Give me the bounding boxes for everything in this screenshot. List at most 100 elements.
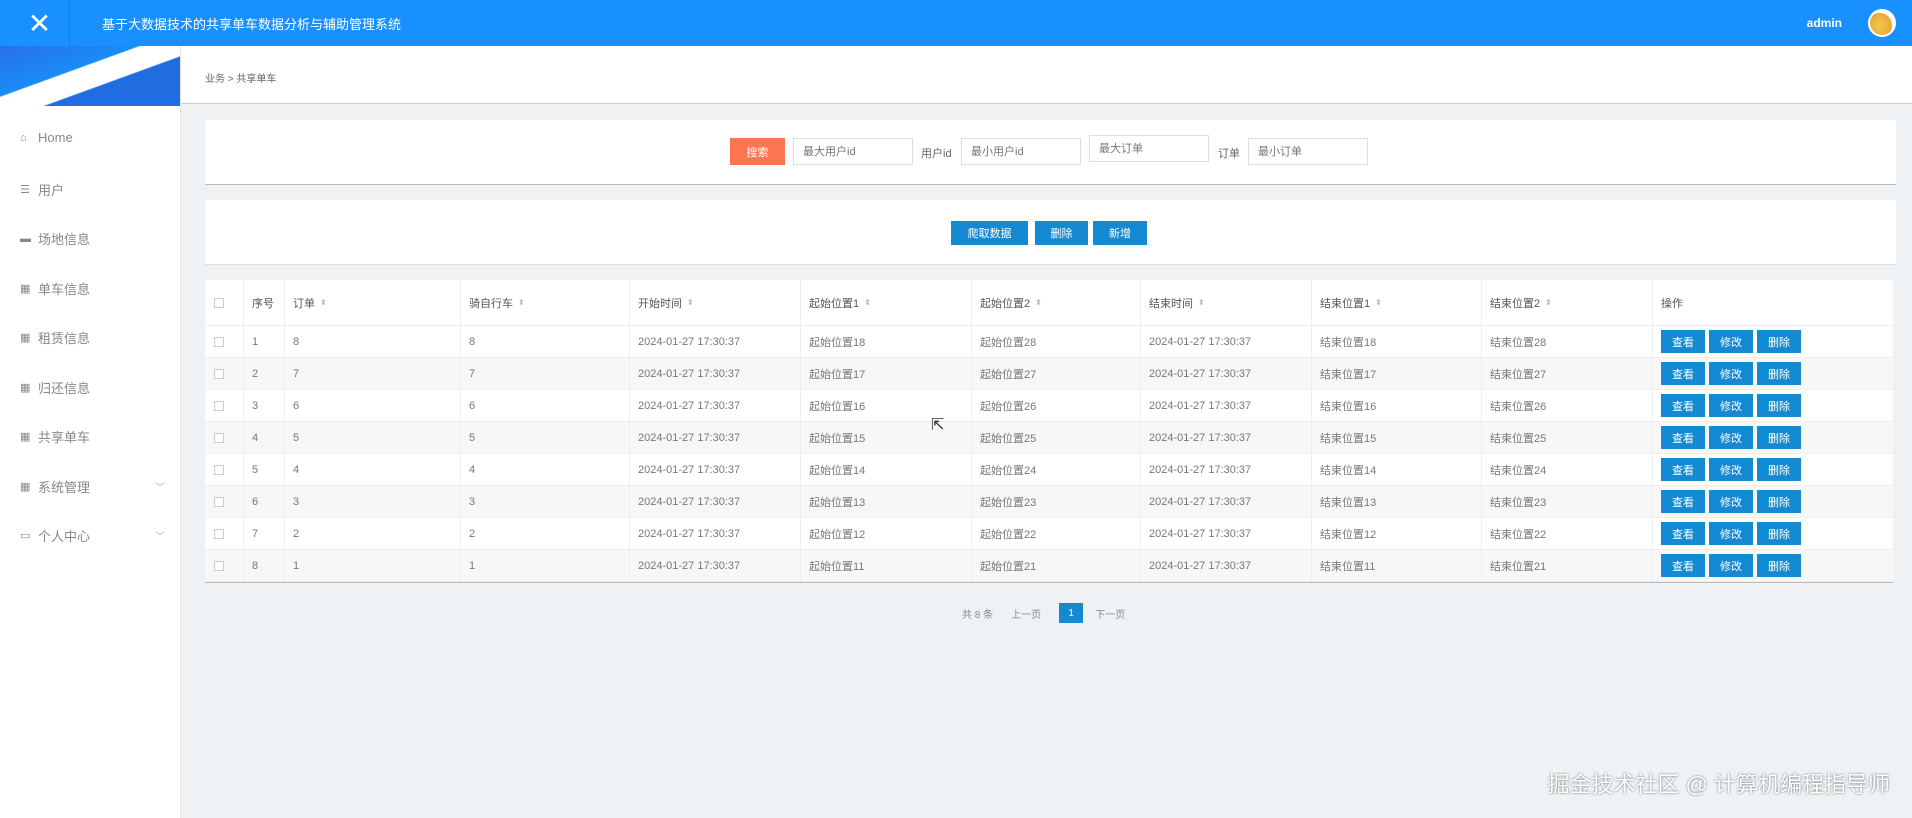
column-header[interactable]: 骑自行车 ⬍ [460,280,629,325]
table-cell: 起始位置26 [971,390,1140,421]
column-header[interactable]: 起始位置2 ⬍ [971,280,1140,325]
sidebar-item-2[interactable]: ▬ 场地信息 [20,229,165,248]
max-order-input[interactable] [1089,135,1209,162]
view-button[interactable]: 查看 [1661,330,1705,353]
checkbox-cell[interactable] [205,326,243,357]
crawl-data-button[interactable]: 爬取数据 [951,221,1028,245]
max-user-id-input[interactable] [793,138,913,165]
add-button[interactable]: 新增 [1093,221,1147,245]
checkbox-cell[interactable] [205,422,243,453]
view-button[interactable]: 查看 [1661,458,1705,481]
sidebar-item-5[interactable]: ▦ 归还信息 [20,378,165,397]
table-cell: 2 [284,518,460,549]
checkbox-cell[interactable] [205,550,243,581]
sidebar-item-3[interactable]: ▦ 单车信息 [20,279,165,298]
column-label: 起始位置2 [980,297,1031,310]
column-header[interactable]: 开始时间 ⬍ [629,280,800,325]
sort-icon[interactable]: ⬍ [864,298,871,307]
table-cell: 4 [243,422,284,453]
page-1[interactable]: 1 [1059,603,1084,623]
checkbox-cell[interactable] [205,486,243,517]
table-cell: 6 [243,486,284,517]
edit-button[interactable]: 修改 [1709,330,1753,353]
column-header[interactable]: 起始位置1 ⬍ [800,280,971,325]
edit-button[interactable]: 修改 [1709,522,1753,545]
sort-icon[interactable]: ⬍ [1035,298,1042,307]
edit-button[interactable]: 修改 [1709,426,1753,449]
delete-button[interactable]: 删除 [1757,490,1801,513]
prev-page[interactable]: 上一页 [1011,609,1042,621]
table-cell: 结束位置23 [1481,486,1652,517]
row-checkbox[interactable] [214,560,224,571]
chevron-down-icon[interactable]: ﹀ [155,532,165,543]
view-button[interactable]: 查看 [1661,554,1705,577]
sidebar-item-0[interactable]: ⌂ Home [20,130,165,145]
min-order-input[interactable] [1248,138,1368,165]
cell-value: 4 [293,463,300,476]
delete-button[interactable]: 删除 [1757,330,1801,353]
column-header[interactable]: 结束位置1 ⬍ [1311,280,1481,325]
column-header[interactable]: 结束位置2 ⬍ [1481,280,1652,325]
column-header[interactable]: 订单 ⬍ [284,280,460,325]
row-checkbox[interactable] [214,464,224,475]
table-cell: 结束位置16 [1311,390,1481,421]
delete-button[interactable]: 删除 [1757,426,1801,449]
column-label: 起始位置1 [809,297,860,310]
table-cell: 起始位置16 [800,390,971,421]
sort-icon[interactable]: ⬍ [1198,298,1205,307]
select-all-checkbox[interactable] [214,297,224,308]
sort-icon[interactable]: ⬍ [518,298,525,307]
cell-value: 2024-01-27 17:30:37 [638,431,741,444]
edit-button[interactable]: 修改 [1709,394,1753,417]
view-button[interactable]: 查看 [1661,362,1705,385]
view-button[interactable]: 查看 [1661,490,1705,513]
sidebar-item-6[interactable]: ▦ 共享单车 [20,427,165,446]
cell-value: 起始位置16 [809,400,866,413]
chevron-down-icon[interactable]: ﹀ [155,482,165,494]
edit-button[interactable]: 修改 [1709,490,1753,513]
sidebar-item-7[interactable]: ▦ 系统管理 ﹀ [20,477,165,496]
sort-icon[interactable]: ⬍ [1375,298,1382,307]
delete-button[interactable]: 删除 [1757,458,1801,481]
checkbox-cell[interactable] [205,358,243,389]
table-cell: 5 [284,422,460,453]
cell-value: 结束位置25 [1490,432,1547,445]
edit-button[interactable]: 修改 [1709,458,1753,481]
row-checkbox[interactable] [214,432,224,443]
view-button[interactable]: 查看 [1661,394,1705,417]
close-icon[interactable]: ✕ [10,0,70,46]
search-button[interactable]: 搜索 [730,138,785,165]
view-button[interactable]: 查看 [1661,426,1705,449]
avatar[interactable] [1868,9,1896,37]
cell-value: 结束位置12 [1320,528,1377,541]
row-checkbox[interactable] [214,496,224,507]
sidebar-item-4[interactable]: ▦ 租赁信息 [20,328,165,347]
delete-button[interactable]: 删除 [1757,362,1801,385]
sort-icon[interactable]: ⬍ [687,298,694,307]
edit-button[interactable]: 修改 [1709,362,1753,385]
delete-button[interactable]: 删除 [1757,394,1801,417]
row-checkbox[interactable] [214,400,224,411]
view-button[interactable]: 查看 [1661,522,1705,545]
row-checkbox[interactable] [214,368,224,379]
column-label: 序号 [252,297,274,310]
row-checkbox[interactable] [214,336,224,347]
next-page[interactable]: 下一页 [1095,609,1126,621]
sort-icon[interactable]: ⬍ [320,298,327,307]
header-checkbox-cell[interactable] [205,280,243,325]
min-user-id-input[interactable] [961,138,1081,165]
checkbox-cell[interactable] [205,454,243,485]
sort-icon[interactable]: ⬍ [1545,298,1552,307]
sidebar-item-1[interactable]: ☰ 用户 [20,180,165,199]
checkbox-cell[interactable] [205,390,243,421]
cell-value: 2024-01-27 17:30:37 [638,559,741,572]
edit-button[interactable]: 修改 [1709,554,1753,577]
column-header[interactable]: 结束时间 ⬍ [1140,280,1311,325]
delete-button[interactable]: 删除 [1757,554,1801,577]
row-checkbox[interactable] [214,528,224,539]
username[interactable]: admin [1806,16,1842,30]
batch-delete-button[interactable]: 删除 [1035,221,1088,245]
checkbox-cell[interactable] [205,518,243,549]
sidebar-item-8[interactable]: ▭ 个人中心 ﹀ [20,526,165,545]
delete-button[interactable]: 删除 [1757,522,1801,545]
